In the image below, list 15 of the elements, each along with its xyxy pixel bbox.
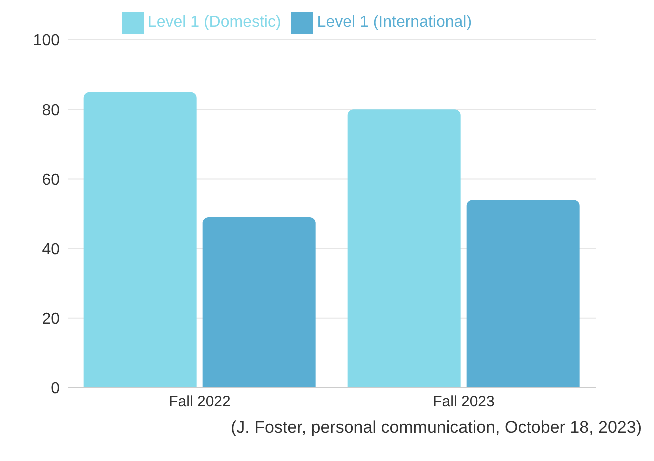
y-tick-label: 20 [42,311,60,328]
bar [466,200,580,388]
text: (J. Foster, personal communication, October 18, 2023) [230,418,643,438]
bar [348,110,461,388]
x-tick-label: Fall 2023 [433,394,495,411]
x-tick-label: Fall 2022 [169,394,231,411]
y-tick-label: 0 [51,380,60,398]
bar [202,217,316,388]
y-tick-label: 60 [42,172,60,189]
y-tick-label: 80 [42,102,60,120]
bar [84,92,197,388]
legend-label: Level 1 (International) [317,14,472,32]
y-tick-label: 40 [42,241,60,258]
legend-label: Level 1 (Domestic) [148,14,282,32]
y-tick-label: 100 [33,32,60,50]
